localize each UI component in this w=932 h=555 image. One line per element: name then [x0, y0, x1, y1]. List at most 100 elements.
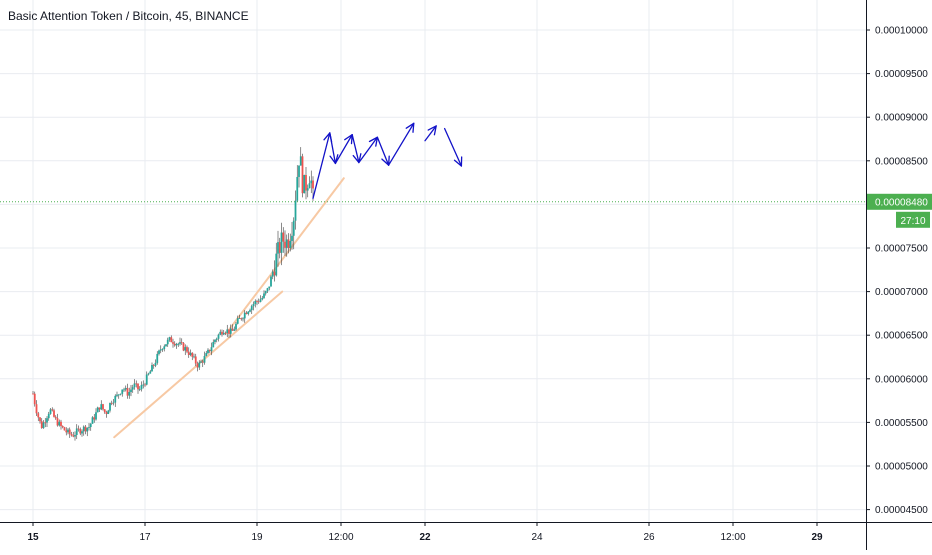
candle-body	[207, 349, 209, 354]
chart-title: Basic Attention Token / Bitcoin, 45, BIN…	[8, 9, 249, 23]
candle-body	[196, 363, 199, 368]
projection-layer	[312, 122, 463, 199]
candle-body	[109, 402, 111, 411]
candle-body	[200, 361, 202, 363]
candle-body	[159, 349, 162, 351]
candle-body	[72, 435, 75, 437]
candle-body	[37, 413, 40, 418]
candle-body	[205, 353, 208, 357]
candle-body	[173, 343, 176, 346]
candle-body	[158, 350, 160, 354]
candle-body	[308, 183, 311, 189]
candle-body	[292, 220, 295, 236]
candle-body	[247, 311, 250, 314]
candle-body	[137, 383, 139, 390]
x-tick-label: 22	[419, 532, 431, 543]
x-tick-label: 17	[139, 532, 151, 543]
candle-body	[154, 362, 157, 366]
candle-body	[114, 395, 117, 403]
candle-body	[126, 387, 129, 396]
candle-body	[214, 339, 216, 342]
candle-body	[212, 341, 215, 348]
candle-body	[54, 416, 57, 419]
countdown-badge	[896, 211, 930, 228]
candle-body	[264, 291, 267, 294]
x-tick-label: 26	[643, 532, 655, 543]
projection-segment	[351, 133, 360, 164]
candle-body	[294, 200, 297, 221]
candle-body	[217, 334, 220, 339]
candle-body	[191, 352, 194, 357]
candle-body	[198, 362, 201, 368]
candle-body	[235, 323, 237, 330]
candle-body	[243, 312, 246, 319]
candle-body	[110, 402, 113, 404]
y-tick-label: 0.00010000	[875, 26, 928, 37]
candle-body	[299, 156, 302, 166]
y-tick-label: 0.00005000	[875, 462, 928, 473]
projection-segment	[376, 136, 390, 166]
candle-body	[222, 332, 225, 335]
candle-body	[187, 351, 190, 355]
candle-body	[40, 421, 43, 429]
candle-body	[93, 417, 96, 420]
candle-body	[179, 342, 181, 344]
candle-body	[135, 383, 138, 385]
projection-segment	[329, 132, 337, 165]
candle-body	[35, 404, 38, 414]
candle-body	[261, 297, 264, 300]
candle-body	[163, 346, 166, 349]
candle-body	[245, 312, 248, 314]
candle-body	[130, 389, 132, 392]
candle-body	[53, 410, 55, 417]
candle-body	[67, 429, 69, 433]
candle-body	[128, 391, 131, 396]
candle-body	[140, 385, 143, 390]
y-tick-label: 0.00005500	[875, 418, 928, 429]
candle-body	[145, 374, 148, 385]
candle-body	[250, 306, 253, 311]
candle-body	[166, 339, 169, 345]
candle-body	[177, 343, 180, 345]
candle-body	[32, 393, 34, 395]
x-tick-label: 19	[251, 532, 263, 543]
candle-body	[194, 356, 197, 364]
candle-body	[117, 394, 120, 396]
candle-body	[58, 421, 61, 426]
candle-body	[68, 429, 71, 434]
candle-body	[240, 318, 243, 320]
grid-layer	[0, 0, 866, 522]
candle-body	[296, 176, 299, 201]
candle-body	[124, 387, 127, 390]
y-tick-label: 0.00006500	[875, 331, 928, 342]
candle-body	[182, 342, 185, 351]
candle-body	[263, 293, 265, 298]
y-tick-label: 0.00009500	[875, 69, 928, 80]
trendline-layer	[113, 177, 345, 439]
candle-body	[254, 301, 257, 304]
candle-body	[82, 426, 85, 432]
candle-body	[81, 431, 83, 434]
candle-body	[91, 417, 94, 424]
projection-segment	[312, 132, 331, 199]
y-tick-label: 0.00004500	[875, 505, 928, 516]
countdown-label: 27:10	[900, 216, 925, 227]
candle-body	[275, 253, 278, 276]
candle-body	[282, 232, 285, 242]
candle-body	[242, 318, 244, 320]
candle-body	[259, 299, 262, 302]
projection-arrowhead	[427, 125, 437, 136]
candle-body	[123, 389, 125, 391]
candle-body	[231, 328, 234, 331]
candle-body	[215, 338, 218, 340]
candle-body	[291, 235, 293, 241]
candle-body	[151, 364, 153, 372]
candle-body	[238, 318, 241, 319]
candle-body	[86, 427, 89, 432]
candle-body	[219, 331, 222, 335]
candle-body	[236, 318, 239, 324]
last-price-badge	[867, 193, 932, 210]
candle-body	[168, 337, 171, 340]
